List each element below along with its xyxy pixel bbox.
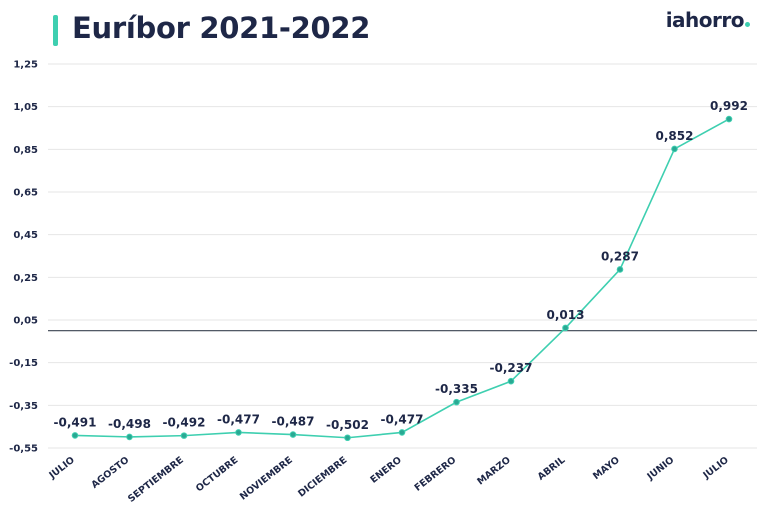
data-point — [126, 433, 133, 441]
data-point — [235, 429, 242, 436]
data-point — [289, 431, 297, 438]
x-tick-label: AGOSTO — [89, 455, 131, 491]
x-tick-label: FEBRERO — [413, 455, 459, 494]
y-tick-label: 0,05 — [13, 316, 38, 327]
data-point — [671, 145, 678, 153]
series-line — [74, 118, 730, 439]
series-euribor — [71, 115, 733, 442]
data-point — [725, 115, 733, 123]
x-tick-label: MAYO — [591, 455, 622, 482]
x-tick-label: MARZO — [475, 455, 513, 488]
data-point — [344, 434, 351, 442]
x-tick-label: JUNIO — [645, 455, 677, 483]
data-point — [71, 432, 79, 439]
chart-title: Euríbor 2021-2022 — [72, 11, 371, 45]
data-point — [180, 432, 188, 439]
data-label: 0,013 — [547, 308, 585, 322]
logo-dot-icon — [745, 22, 750, 27]
logo-text: iahorro — [665, 8, 745, 32]
data-label: -0,237 — [490, 361, 533, 375]
y-tick-label: 0,25 — [13, 273, 38, 284]
data-point — [616, 266, 624, 273]
data-label: -0,491 — [54, 415, 97, 429]
data-label: -0,498 — [108, 417, 151, 431]
data-point — [507, 377, 515, 385]
x-tick-label: ABRIL — [536, 455, 568, 483]
x-tick-label: NOVIEMBRE — [238, 455, 295, 503]
x-tick-label: JULIO — [46, 455, 76, 482]
x-tick-label: DICIEMBRE — [296, 455, 349, 500]
data-label: -0,335 — [435, 382, 478, 396]
data-label: -0,502 — [326, 418, 369, 432]
y-tick-label: -0,15 — [9, 358, 38, 369]
data-point — [398, 429, 406, 436]
y-tick-label: 1,05 — [13, 102, 38, 113]
y-tick-label: 1,25 — [13, 60, 38, 71]
y-axis: 1,25 1,05 0,85 0,65 0,45 0,25 0,05 -0,15 -0,35 -0… — [9, 60, 38, 455]
y-tick-label: 0,85 — [13, 145, 38, 156]
y-tick-label: 0,65 — [13, 188, 38, 199]
data-labels: -0,491 -0,498 -0,492 -0,477 -0,487 -0,502 -0,4… — [54, 99, 748, 432]
x-tick-label: ENERO — [368, 455, 403, 486]
y-tick-label: -0,35 — [9, 401, 38, 412]
data-label: 0,287 — [601, 249, 639, 263]
data-label: 0,852 — [656, 129, 694, 143]
x-tick-label: JULIO — [700, 455, 730, 482]
x-tick-label: SEPTIEMBRE — [126, 455, 186, 505]
title-accent-bar — [53, 15, 58, 46]
data-label: -0,492 — [163, 416, 206, 430]
data-label: 0,992 — [710, 99, 748, 113]
y-tick-label: -0,55 — [9, 444, 38, 455]
data-point — [562, 324, 569, 332]
y-tick-label: 0,45 — [13, 230, 38, 241]
data-label: -0,477 — [217, 412, 260, 426]
data-label: -0,487 — [272, 415, 315, 429]
data-point — [453, 398, 460, 406]
iahorro-logo: iahorro — [666, 8, 750, 32]
grid-lines — [48, 63, 757, 449]
data-label: -0,477 — [381, 412, 424, 426]
x-tick-label: OCTUBRE — [194, 455, 240, 495]
